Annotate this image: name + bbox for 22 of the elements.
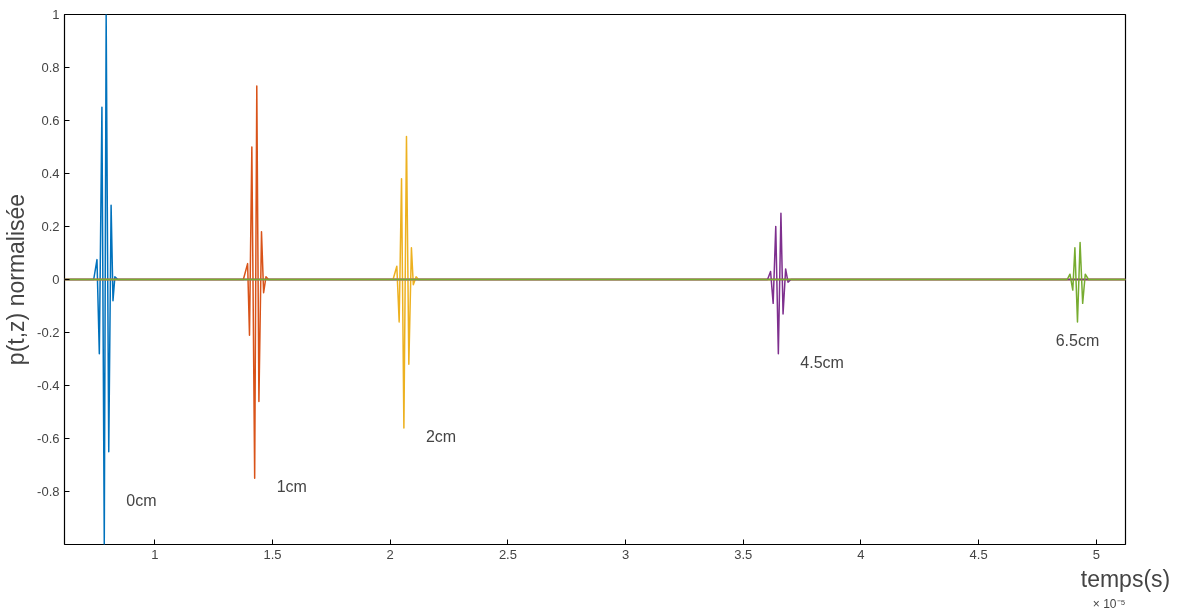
x-tick-label: 1	[151, 546, 159, 562]
x-tick-label: 3.5	[734, 546, 753, 562]
x-tick-label: 4	[857, 546, 865, 562]
x-axis-title: temps(s)	[1080, 565, 1171, 592]
y-tick-label: -0.6	[37, 431, 60, 446]
x-tick-label: 3	[621, 546, 630, 562]
y-tick-label: 0.8	[41, 60, 60, 75]
x-tick-label: 4.5	[969, 546, 988, 562]
y-tick-label: -0.8	[37, 484, 60, 499]
y-tick-label: 0.6	[41, 113, 60, 128]
y-tick-label: -0.2	[37, 325, 60, 340]
x-tick-label: 5	[1092, 546, 1100, 562]
x-tick-label: 2	[386, 546, 394, 562]
y-tick-label: -0.4	[37, 378, 60, 393]
y-tick-label: 0.4	[41, 166, 60, 181]
y-axis-title: p(t,z) normalisée	[3, 193, 30, 366]
y-tick-label: 0.2	[41, 219, 60, 234]
y-tick-label: 0	[52, 272, 60, 287]
y-tick-label: 1	[52, 7, 60, 22]
x-tick-label: 1.5	[263, 546, 282, 562]
x-tick-label: 2.5	[498, 546, 517, 562]
text: × 10⁻⁵	[1092, 596, 1126, 610]
